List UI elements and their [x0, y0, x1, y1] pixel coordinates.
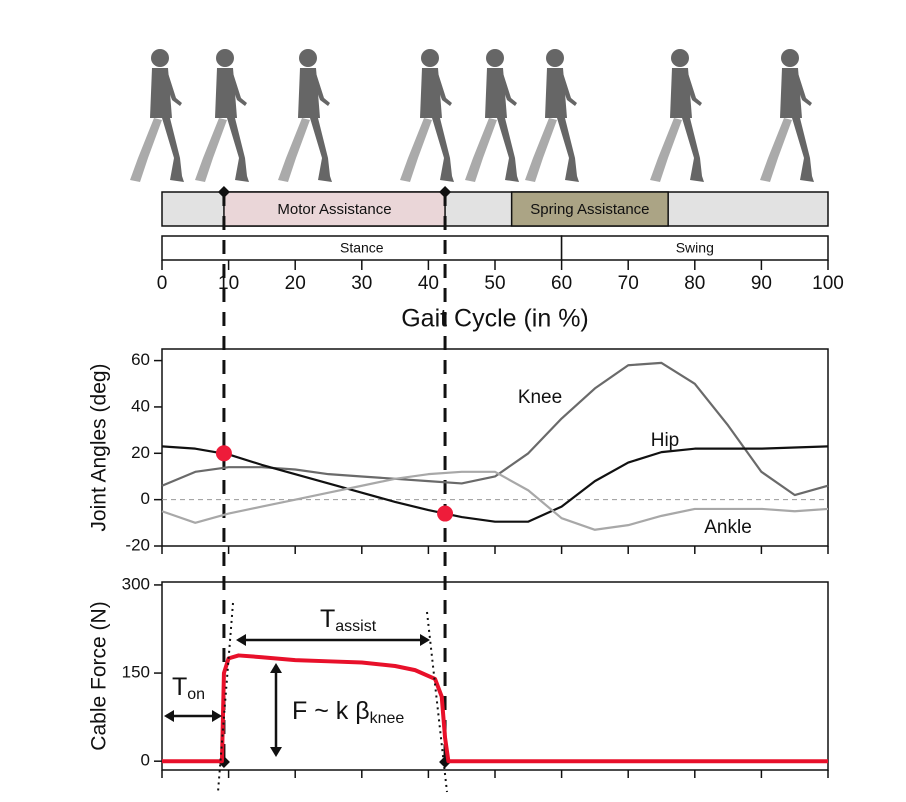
tangent [217, 602, 234, 793]
series-line [162, 653, 828, 764]
x-tick-label: 90 [751, 273, 772, 294]
x-tick-label: 0 [157, 273, 168, 294]
x-tick-label: 70 [618, 273, 639, 294]
x-tick-label: 20 [285, 273, 306, 294]
x-axis-title: Gait Cycle (in %) [401, 305, 589, 333]
y-tick-label: 150 [122, 663, 150, 682]
event-diamond [217, 186, 230, 198]
x-tick-label: 60 [551, 273, 572, 294]
x-tick-label: 30 [351, 273, 372, 294]
y-tick-label: 0 [141, 751, 150, 770]
x-tick-label: 80 [684, 273, 705, 294]
y-tick-label: 0 [141, 489, 150, 508]
y-tick-label: 20 [131, 443, 150, 462]
phase [223, 191, 446, 227]
walking-figures [130, 49, 814, 182]
gait-label: Stance [340, 240, 384, 256]
series-label: Ankle [704, 517, 752, 538]
series-line [161, 445, 829, 523]
series-line [161, 470, 829, 531]
y-tick-label: 40 [131, 396, 150, 415]
x-tick-label: 100 [812, 273, 844, 294]
gait-label: Swing [676, 240, 714, 256]
x-tick-label: 50 [484, 273, 505, 294]
tangent [426, 611, 448, 793]
x-tick-label: 40 [418, 273, 439, 294]
y-axis-title: Joint Angles (deg) [88, 363, 111, 531]
y-axis-title: Cable Force (N) [88, 601, 111, 750]
annotation-sub: assist [335, 618, 376, 635]
y-tick-label: -20 [125, 535, 150, 554]
series-label: Knee [518, 387, 562, 408]
annotation-main: T [172, 673, 187, 701]
annotation-sub: on [187, 686, 205, 703]
annotation: Tassist [320, 605, 377, 636]
phase-label: Motor Assistance [277, 201, 391, 218]
arrow-head [270, 663, 282, 757]
phase [510, 191, 669, 227]
annotation-sub: knee [370, 710, 405, 727]
y-tick-label: 60 [131, 350, 150, 369]
x-tick-label: 10 [218, 273, 239, 294]
annotation: Ton [172, 673, 205, 704]
phase-label: Spring Assistance [530, 201, 649, 218]
annotation-main: T [320, 605, 335, 633]
y-tick-label: 300 [122, 574, 150, 593]
event-diamond [439, 186, 452, 198]
event-marker [215, 445, 232, 462]
annotation: F ~ k βknee [292, 697, 404, 728]
annotation-main: F ~ k β [292, 697, 370, 725]
plot-frame [161, 581, 829, 771]
event-marker [437, 505, 454, 522]
series-line [161, 361, 829, 497]
series-label: Hip [651, 430, 680, 451]
